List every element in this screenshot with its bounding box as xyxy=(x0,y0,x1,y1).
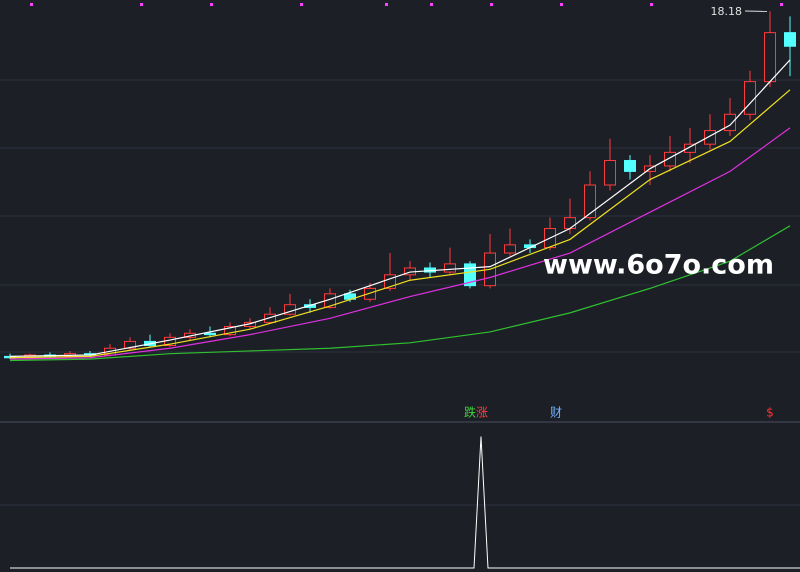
candle-body xyxy=(684,143,696,153)
candle-body xyxy=(204,332,216,336)
candle-body xyxy=(764,32,776,83)
max-price-label: 18.18 xyxy=(711,5,743,18)
candle-body xyxy=(784,32,796,47)
candle-body xyxy=(704,130,716,145)
candle-body xyxy=(124,340,136,349)
candle-body xyxy=(604,160,616,186)
candle-body xyxy=(264,313,276,323)
candle-body xyxy=(464,263,476,287)
candle-body xyxy=(444,263,456,273)
dot xyxy=(430,3,433,6)
candle-body xyxy=(724,113,736,132)
candle-body xyxy=(504,244,516,254)
candle-body xyxy=(384,274,396,289)
moving-average xyxy=(9,89,791,359)
dot xyxy=(560,3,563,6)
candle-body xyxy=(664,151,676,167)
dot xyxy=(490,3,493,6)
signal-marker: $ xyxy=(766,406,774,420)
dot xyxy=(140,3,143,6)
signal-marker: 财 xyxy=(550,406,562,420)
moving-average xyxy=(9,127,791,360)
dot xyxy=(30,3,33,6)
moving-average xyxy=(9,225,791,362)
candle-body xyxy=(224,325,236,336)
dot xyxy=(385,3,388,6)
signal-marker: 跌 xyxy=(464,405,476,420)
dot xyxy=(780,3,783,6)
dot xyxy=(210,3,213,6)
indicator-line xyxy=(10,436,800,569)
candle-body xyxy=(364,287,376,300)
dot xyxy=(300,3,303,6)
signal-marker: 涨 xyxy=(476,405,488,420)
candle-body xyxy=(744,81,756,115)
dot xyxy=(650,3,653,6)
candle-body xyxy=(624,160,636,172)
candle-body xyxy=(564,217,576,230)
candle-body xyxy=(304,304,316,308)
candle-body xyxy=(584,184,596,219)
moving-average xyxy=(9,59,791,357)
top-dots xyxy=(30,3,783,6)
watermark: www.6o7o.com xyxy=(543,250,774,281)
